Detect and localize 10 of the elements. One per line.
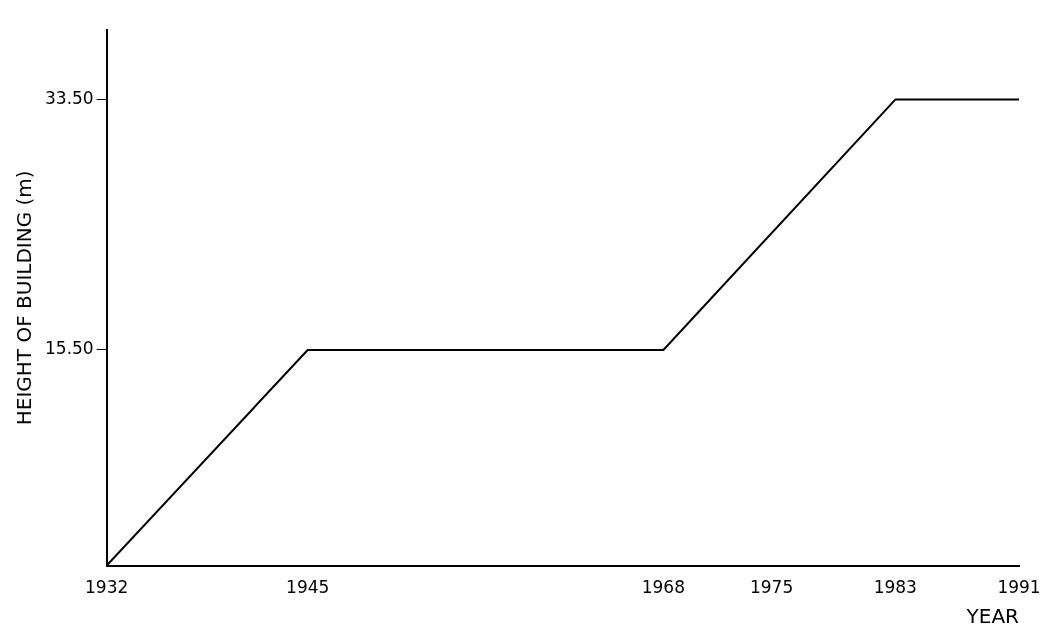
x-axis-title: YEAR bbox=[965, 604, 1020, 629]
x-tick-label: 1983 bbox=[873, 577, 917, 598]
x-tick-label: 1991 bbox=[997, 577, 1041, 598]
y-axis-title: HEIGHT OF BUILDING (m) bbox=[12, 170, 37, 426]
x-tick-label: 1975 bbox=[749, 577, 794, 598]
x-tick-label: 1932 bbox=[85, 577, 129, 598]
y-tick-label: 15.50 bbox=[45, 338, 94, 359]
y-tick-label: 33.50 bbox=[45, 87, 94, 108]
x-tick-label: 1945 bbox=[286, 577, 330, 598]
x-tick-label: 1968 bbox=[641, 577, 685, 598]
